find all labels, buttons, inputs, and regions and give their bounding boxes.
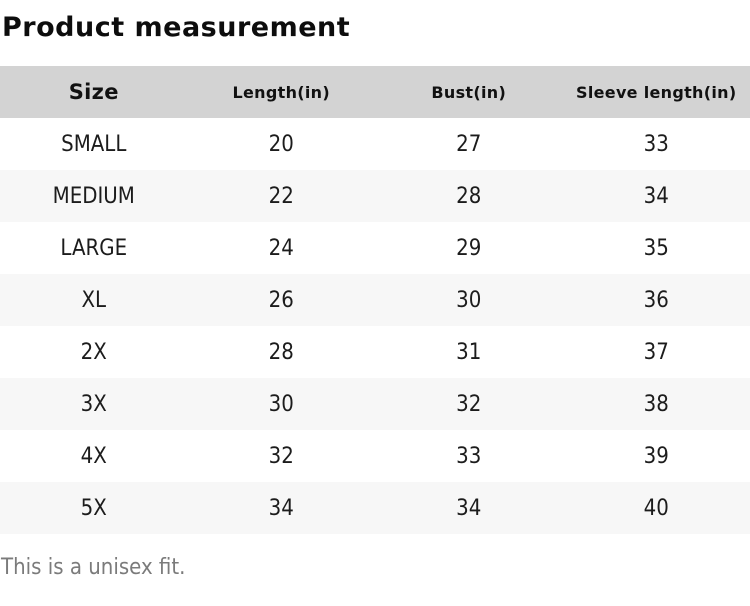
- col-header-length: Length(in): [232, 82, 330, 102]
- col-header-size: Size: [68, 80, 119, 104]
- sleeve-cell: 34: [643, 183, 669, 209]
- length-cell: 28: [268, 339, 294, 365]
- col-header-sleeve: Sleeve length(in): [576, 82, 737, 102]
- table-row-5x: 5X 34 34 40: [0, 482, 750, 534]
- sleeve-cell: 39: [643, 443, 669, 469]
- sleeve-cell: 35: [643, 235, 669, 261]
- sleeve-cell: 38: [643, 391, 669, 417]
- page-title: Product measurement: [2, 12, 351, 43]
- size-chart-table: Size Length(in) Bust(in) Sleeve length(i…: [0, 66, 750, 534]
- table-row-large: LARGE 24 29 35: [0, 222, 750, 274]
- length-cell: 30: [268, 391, 294, 417]
- sleeve-cell: 40: [643, 495, 669, 521]
- table-row-xl: XL 26 30 36: [0, 274, 750, 326]
- sleeve-cell: 37: [643, 339, 669, 365]
- size-cell: LARGE: [60, 235, 128, 261]
- bust-cell: 30: [456, 287, 482, 313]
- table-row-medium: MEDIUM 22 28 34: [0, 170, 750, 222]
- size-cell: XL: [81, 287, 107, 313]
- header-row: Size Length(in) Bust(in) Sleeve length(i…: [0, 66, 750, 118]
- bust-cell: 33: [456, 443, 482, 469]
- bust-cell: 31: [456, 339, 482, 365]
- size-cell: SMALL: [61, 131, 127, 157]
- bust-cell: 32: [456, 391, 482, 417]
- length-cell: 34: [268, 495, 294, 521]
- size-cell: MEDIUM: [52, 183, 135, 209]
- table-row-4x: 4X 32 33 39: [0, 430, 750, 482]
- length-cell: 22: [268, 183, 294, 209]
- size-cell: 2X: [80, 339, 107, 365]
- bust-cell: 27: [456, 131, 482, 157]
- table-row-3x: 3X 30 32 38: [0, 378, 750, 430]
- size-cell: 3X: [80, 391, 107, 417]
- size-chart-header: Size Length(in) Bust(in) Sleeve length(i…: [0, 66, 750, 118]
- length-cell: 24: [268, 235, 294, 261]
- sleeve-cell: 36: [643, 287, 669, 313]
- size-cell: 4X: [80, 443, 107, 469]
- sleeve-cell: 33: [643, 131, 669, 157]
- bust-cell: 29: [456, 235, 482, 261]
- length-cell: 26: [268, 287, 294, 313]
- col-header-bust: Bust(in): [431, 82, 507, 102]
- length-cell: 20: [268, 131, 294, 157]
- table-row-small: SMALL 20 27 33: [0, 118, 750, 170]
- bust-cell: 34: [456, 495, 482, 521]
- bust-cell: 28: [456, 183, 482, 209]
- size-cell: 5X: [80, 495, 107, 521]
- length-cell: 32: [268, 443, 294, 469]
- size-chart-body: SMALL 20 27 33 MEDIUM 22 28 34 LARGE 24 …: [0, 118, 750, 534]
- table-row-2x: 2X 28 31 37: [0, 326, 750, 378]
- unisex-fit-note: This is a unisex fit.: [1, 555, 186, 580]
